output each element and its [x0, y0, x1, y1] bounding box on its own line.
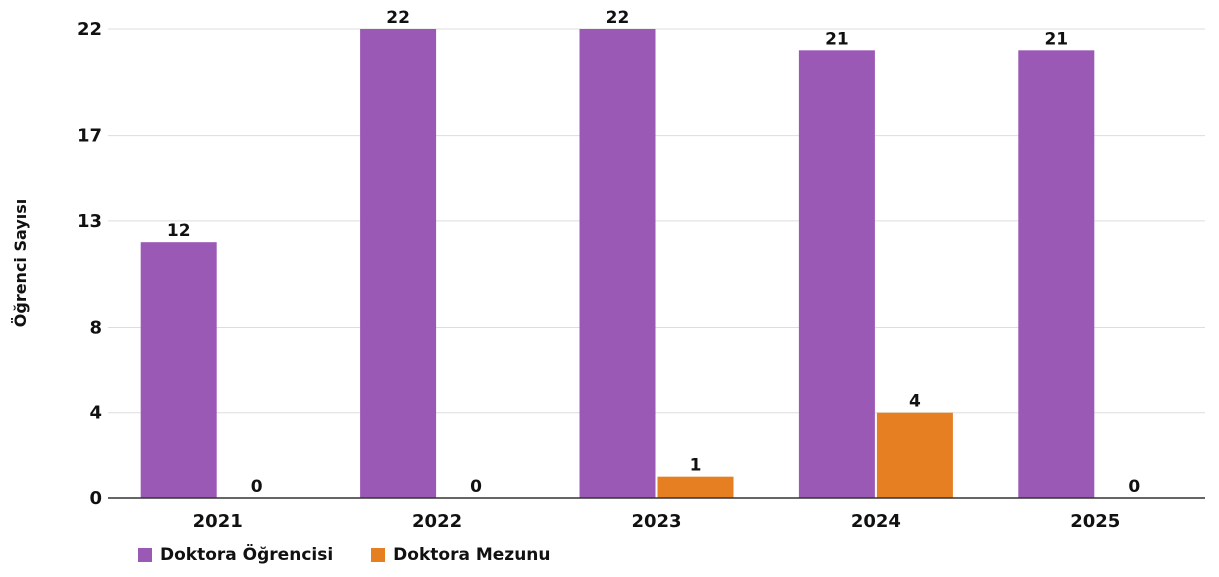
bar[interactable] [657, 476, 734, 498]
bar-value-label: 0 [251, 477, 263, 497]
y-tick-label: 13 [77, 211, 102, 232]
y-tick-label: 4 [89, 403, 102, 424]
y-tick-label: 22 [77, 19, 102, 40]
bars [140, 29, 1095, 499]
x-tick-label: 2022 [412, 511, 462, 532]
legend-swatch [138, 548, 152, 562]
bar-value-label: 1 [690, 456, 702, 476]
legend-item-doktora-mezunu[interactable]: Doktora Mezunu [371, 545, 551, 565]
legend: Doktora Öğrencisi Doktora Mezunu [138, 545, 589, 565]
x-axis-ticks: 2021 2022 2023 2024 2025 [193, 511, 1121, 532]
x-tick-label: 2023 [631, 511, 681, 532]
bar-value-label: 0 [1128, 477, 1140, 497]
bar[interactable] [876, 412, 953, 498]
bar-value-label: 21 [1044, 29, 1068, 49]
y-tick-label: 17 [77, 126, 102, 147]
x-tick-label: 2024 [851, 511, 901, 532]
x-tick-label: 2025 [1070, 511, 1120, 532]
bar[interactable] [1018, 50, 1095, 499]
y-tick-label: 8 [89, 317, 102, 338]
bar-value-label: 21 [825, 29, 849, 49]
data-labels: 12 0 22 0 22 1 21 4 21 0 [167, 8, 1141, 497]
bar[interactable] [798, 50, 875, 499]
legend-item-doktora-ogrencisi[interactable]: Doktora Öğrencisi [138, 545, 333, 565]
y-axis-title: Öğrenci Sayısı [11, 199, 30, 327]
legend-label: Doktora Öğrencisi [160, 545, 334, 565]
bar-value-label: 0 [470, 477, 482, 497]
bar[interactable] [579, 29, 656, 498]
legend-swatch [371, 548, 386, 562]
bar-value-label: 22 [386, 8, 410, 28]
x-tick-label: 2021 [193, 511, 243, 532]
bar[interactable] [360, 29, 437, 498]
bar[interactable] [140, 242, 217, 498]
bar-value-label: 22 [606, 8, 630, 28]
bar-value-label: 12 [167, 221, 191, 241]
y-tick-label: 0 [89, 488, 102, 509]
bar-value-label: 4 [909, 392, 921, 412]
legend-label: Doktora Mezunu [393, 545, 551, 565]
y-axis-ticks: 0 4 8 13 17 22 [77, 19, 102, 509]
